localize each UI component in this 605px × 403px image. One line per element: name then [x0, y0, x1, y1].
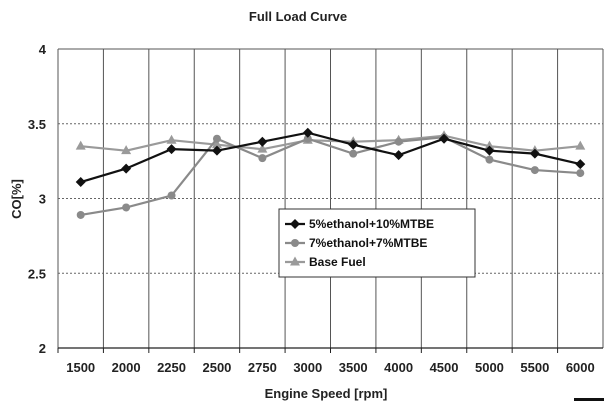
grid — [57, 48, 604, 348]
data-point-triangle — [211, 139, 222, 149]
data-point-diamond — [290, 219, 300, 229]
x-tick-label: 5000 — [475, 360, 504, 375]
series-line — [80, 134, 581, 152]
x-tick-label: 2250 — [157, 360, 186, 375]
legend: 5%ethanol+10%MTBE 7%ethanol+7%MTBE Base Fu… — [278, 208, 476, 278]
data-point-circle — [485, 155, 494, 164]
data-point-triangle — [257, 143, 268, 153]
data-point-diamond — [121, 163, 132, 174]
series-line — [80, 136, 581, 217]
data-point-diamond — [348, 139, 359, 150]
x-tick-label: 2750 — [248, 360, 277, 375]
data-point-circle — [530, 166, 539, 175]
legend-box — [278, 208, 476, 278]
y-tick-label: 3.5 — [28, 117, 46, 132]
data-point-circle — [122, 203, 131, 212]
series-line — [80, 131, 581, 184]
data-point-diamond — [529, 148, 540, 159]
data-point-triangle — [484, 140, 495, 150]
data-point-triangle — [121, 145, 132, 155]
y-tick-label: 4 — [39, 42, 47, 57]
y-tick-label: 2.5 — [28, 266, 46, 281]
data-point-circle — [349, 149, 358, 158]
x-tick-label: 4500 — [430, 360, 459, 375]
x-axis-label: Engine Speed [rpm] — [265, 386, 388, 401]
data-point-circle — [212, 134, 221, 143]
data-point-triangle — [166, 134, 177, 144]
data-point-circle — [394, 137, 403, 146]
data-point-circle — [291, 239, 299, 247]
data-point-diamond — [575, 159, 586, 170]
x-tick-label: 3500 — [339, 360, 368, 375]
data-point-triangle — [575, 140, 586, 150]
x-tick-label: 1500 — [66, 360, 95, 375]
y-axis-label: CO[%] — [9, 179, 24, 219]
chart-title: Full Load Curve — [249, 9, 347, 24]
data-point-diamond — [257, 136, 268, 147]
series-1 — [76, 133, 585, 219]
series-0 — [75, 127, 586, 188]
data-point-diamond — [75, 177, 86, 188]
data-point-circle — [576, 169, 585, 178]
data-point-circle — [303, 134, 312, 143]
legend-entry: 5%ethanol+10%MTBE — [309, 217, 434, 231]
x-tick-label: 2500 — [202, 360, 231, 375]
legend-entry: Base Fuel — [309, 255, 366, 269]
data-point-diamond — [484, 145, 495, 156]
x-tick-label: 4000 — [384, 360, 413, 375]
data-point-diamond — [166, 144, 177, 155]
axes: 2 2.5 3 3.5 4 1500 2000 2250 2500 2750 3000 3500 400… — [28, 42, 603, 375]
corner-mark — [574, 398, 604, 401]
data-point-diamond — [211, 145, 222, 156]
x-tick-label: 6000 — [566, 360, 595, 375]
x-tick-label: 3000 — [293, 360, 322, 375]
data-point-circle — [76, 210, 85, 219]
x-tick-label: 2000 — [112, 360, 141, 375]
data-point-diamond — [393, 150, 404, 161]
data-point-circle — [258, 154, 267, 163]
data-point-triangle — [290, 256, 300, 266]
y-tick-label: 2 — [39, 341, 46, 356]
data-point-diamond — [439, 133, 450, 144]
series-group — [75, 127, 586, 219]
data-point-triangle — [75, 140, 86, 150]
legend-entry: 7%ethanol+7%MTBE — [309, 236, 427, 250]
data-point-circle — [167, 191, 176, 200]
data-point-diamond — [302, 127, 313, 138]
x-tick-label: 5500 — [520, 360, 549, 375]
y-tick-label: 3 — [39, 192, 46, 207]
